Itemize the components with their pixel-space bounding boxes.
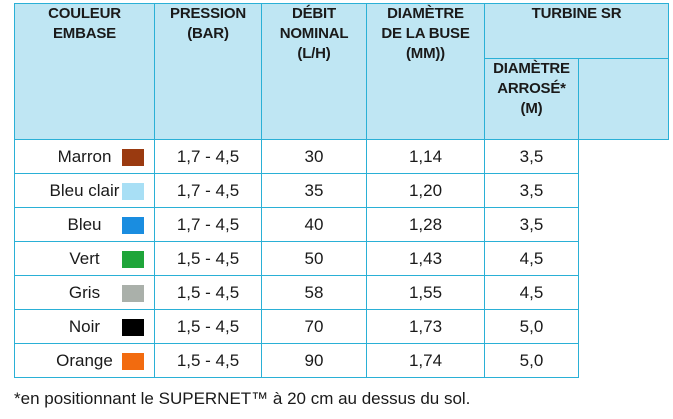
cell-couleur: Vert — [14, 241, 155, 276]
cell-diametre-buse: 1,20 — [366, 173, 485, 208]
cell-debit: 90 — [261, 343, 367, 378]
cell-pression: 1,5 - 4,5 — [154, 309, 262, 344]
header-line: NOMINAL — [279, 25, 349, 42]
header-couleur-embase: COULEUR EMBASE — [14, 3, 155, 140]
footnote: *en positionnant le SUPERNET™ à 20 cm au… — [14, 389, 471, 408]
header-turbine-sr: TURBINE SR — [484, 3, 669, 59]
color-swatch — [122, 183, 144, 200]
cell-diametre-arrose: 3,5 — [484, 173, 579, 208]
cell-couleur: Bleu clair — [14, 173, 155, 208]
cell-pression: 1,5 - 4,5 — [154, 343, 262, 378]
cell-pression: 1,5 - 4,5 — [154, 241, 262, 276]
cell-couleur: Marron — [14, 139, 155, 174]
color-label: Orange — [56, 350, 113, 370]
color-label: Vert — [69, 248, 100, 268]
color-swatch — [122, 285, 144, 302]
table-row: Gris 1,5 - 4,5 58 1,55 4,5 — [14, 275, 669, 310]
table-row: Orange 1,5 - 4,5 90 1,74 5,0 — [14, 343, 669, 378]
color-label: Gris — [68, 282, 101, 302]
color-label: Bleu — [67, 214, 102, 234]
cell-pression: 1,7 - 4,5 — [154, 139, 262, 174]
cell-debit: 35 — [261, 173, 367, 208]
cell-diametre-arrose: 3,5 — [484, 207, 579, 242]
header-diametre-arrose: DIAMÈTRE ARROSÉ* (M) — [484, 58, 579, 140]
cell-debit: 40 — [261, 207, 367, 242]
header-line: (BAR) — [187, 25, 229, 42]
header-line: COULEUR — [48, 5, 121, 22]
cell-debit: 58 — [261, 275, 367, 310]
cell-diametre-buse: 1,55 — [366, 275, 485, 310]
table-row: Bleu clair 1,7 - 4,5 35 1,20 3,5 — [14, 173, 669, 208]
cell-diametre-arrose: 5,0 — [484, 343, 579, 378]
header-pression: PRESSION (BAR) — [154, 3, 262, 140]
header-line: PRESSION — [170, 5, 246, 22]
cell-debit: 70 — [261, 309, 367, 344]
cell-couleur: Bleu — [14, 207, 155, 242]
cell-diametre-arrose: 4,5 — [484, 241, 579, 276]
cell-debit: 30 — [261, 139, 367, 174]
table-body: Marron 1,7 - 4,5 30 1,14 3,5 Bleu clair 1,7 - … — [14, 139, 669, 378]
table-row: Marron 1,7 - 4,5 30 1,14 3,5 — [14, 139, 669, 174]
color-swatch — [122, 217, 144, 234]
color-swatch — [122, 149, 144, 166]
table-row: Bleu 1,7 - 4,5 40 1,28 3,5 — [14, 207, 669, 242]
cell-diametre-arrose: 3,5 — [484, 139, 579, 174]
header-line: DÉBIT — [291, 5, 336, 22]
cell-diametre-arrose: 5,0 — [484, 309, 579, 344]
spec-table: COULEUR EMBASE PRESSION (BAR) DÉBIT NOMI… — [14, 3, 669, 378]
cell-diametre-arrose: 4,5 — [484, 275, 579, 310]
header-line: DIAMÈTRE — [493, 60, 570, 77]
header-line: DIAMÈTRE — [387, 5, 464, 22]
color-label: Marron — [57, 146, 112, 166]
cell-couleur: Gris — [14, 275, 155, 310]
header-line: DE LA BUSE — [381, 25, 470, 42]
color-swatch — [122, 319, 144, 336]
table-row: Vert 1,5 - 4,5 50 1,43 4,5 — [14, 241, 669, 276]
cell-pression: 1,7 - 4,5 — [154, 207, 262, 242]
color-swatch — [122, 353, 144, 370]
header-empty-cell — [578, 58, 669, 140]
cell-debit: 50 — [261, 241, 367, 276]
header-line: (MM)) — [406, 45, 445, 62]
header-line: (L/H) — [297, 45, 331, 62]
cell-couleur: Noir — [14, 309, 155, 344]
table-row: Noir 1,5 - 4,5 70 1,73 5,0 — [14, 309, 669, 344]
header-line: ARROSÉ* — [497, 80, 566, 97]
cell-diametre-buse: 1,14 — [366, 139, 485, 174]
cell-pression: 1,5 - 4,5 — [154, 275, 262, 310]
color-swatch — [122, 251, 144, 268]
cell-diametre-buse: 1,28 — [366, 207, 485, 242]
header-line: EMBASE — [53, 25, 116, 42]
cell-pression: 1,7 - 4,5 — [154, 173, 262, 208]
header-debit-nominal: DÉBIT NOMINAL (L/H) — [261, 3, 367, 140]
color-label: Bleu clair — [49, 180, 120, 200]
color-label: Noir — [68, 316, 101, 336]
cell-couleur: Orange — [14, 343, 155, 378]
header-diametre-buse: DIAMÈTRE DE LA BUSE (MM)) — [366, 3, 485, 140]
cell-diametre-buse: 1,74 — [366, 343, 485, 378]
cell-diametre-buse: 1,43 — [366, 241, 485, 276]
header-line: (M) — [520, 100, 543, 117]
cell-diametre-buse: 1,73 — [366, 309, 485, 344]
